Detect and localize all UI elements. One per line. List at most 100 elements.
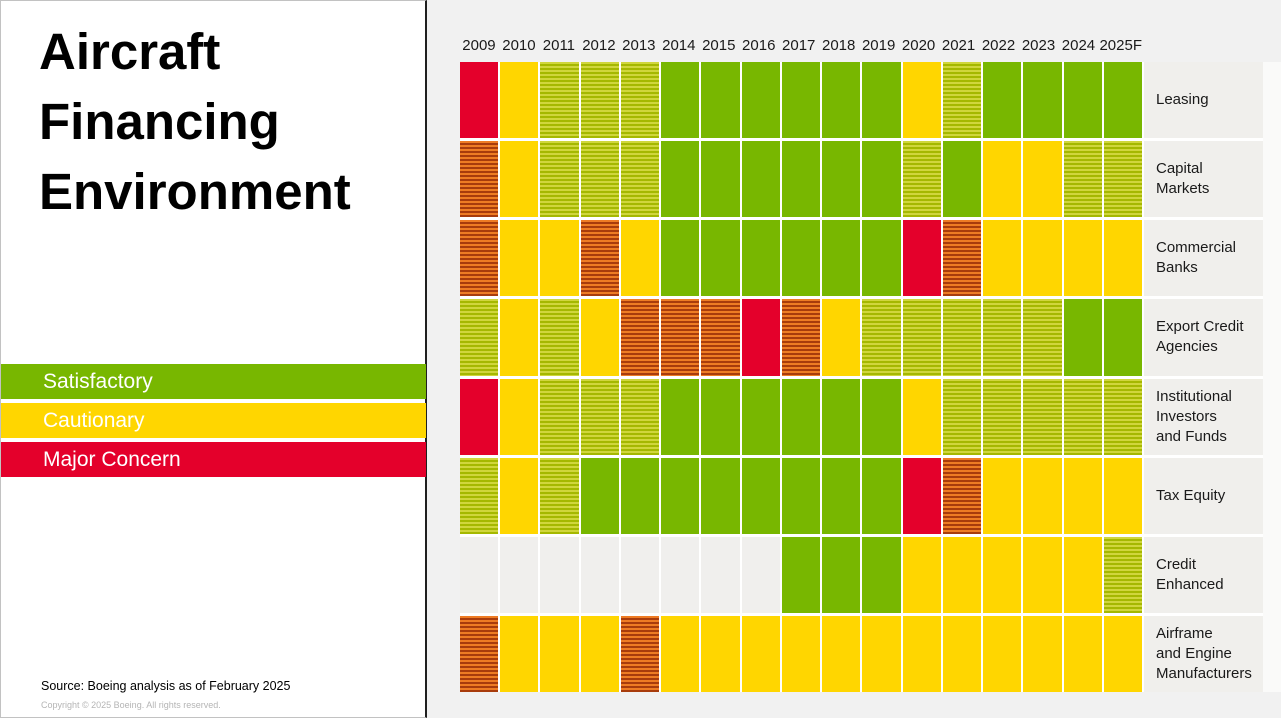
cell-capital-markets-2019	[862, 141, 901, 218]
cell-credit-enhanced-2018	[822, 536, 861, 613]
cell-institutional-investors-and-funds-2024	[1063, 378, 1102, 455]
cell-tax-equity-2012	[580, 457, 619, 534]
cell-export-credit-agencies-2025f	[1103, 299, 1142, 376]
year-label-2014: 2014	[662, 37, 696, 54]
cell-commercial-banks-2011	[540, 220, 579, 297]
cell-credit-enhanced-2019	[862, 536, 901, 613]
cell-tax-equity-2023	[1023, 457, 1062, 534]
cell-leasing-2022	[983, 62, 1022, 139]
cell-leasing-2011	[540, 62, 579, 139]
cell-credit-enhanced-2010	[500, 536, 539, 613]
cell-commercial-banks-2015	[701, 220, 740, 297]
row-label-airframe-and-engine-manufacturers: Airframe and Engine Manufacturers	[1144, 615, 1263, 692]
cell-capital-markets-2017	[781, 141, 821, 218]
legend-item-major-concern: Major Concern	[1, 442, 426, 477]
cell-credit-enhanced-2021	[942, 536, 982, 613]
cell-leasing-2014	[661, 62, 700, 139]
row-label-export-credit-agencies: Export Credit Agencies	[1144, 299, 1263, 376]
cell-leasing-2024	[1063, 62, 1102, 139]
copyright-text: Copyright © 2025 Boeing. All rights rese…	[41, 700, 221, 710]
cell-export-credit-agencies-2012	[580, 299, 619, 376]
page-title: Aircraft Financing Environment	[39, 23, 351, 220]
cell-leasing-2015	[701, 62, 740, 139]
row-label-leasing: Leasing	[1144, 62, 1263, 139]
cell-tax-equity-2021	[942, 457, 982, 534]
cell-institutional-investors-and-funds-2019	[862, 378, 901, 455]
cell-credit-enhanced-2013	[620, 536, 660, 613]
year-label-2024: 2024	[1061, 37, 1096, 54]
year-label-2011: 2011	[542, 37, 576, 54]
year-label-2023: 2023	[1021, 37, 1056, 54]
cell-airframe-and-engine-manufacturers-2011	[540, 615, 579, 692]
cell-leasing-2012	[580, 62, 619, 139]
cell-airframe-and-engine-manufacturers-2013	[620, 615, 660, 692]
cell-leasing-2023	[1023, 62, 1062, 139]
cell-export-credit-agencies-2010	[500, 299, 539, 376]
cell-commercial-banks-2020	[902, 220, 941, 297]
cell-credit-enhanced-2025f	[1103, 536, 1142, 613]
cell-institutional-investors-and-funds-2022	[983, 378, 1022, 455]
cell-export-credit-agencies-2017	[781, 299, 821, 376]
cell-airframe-and-engine-manufacturers-2010	[500, 615, 539, 692]
cell-institutional-investors-and-funds-2023	[1023, 378, 1062, 455]
cell-export-credit-agencies-2020	[902, 299, 941, 376]
row-label-commercial-banks: Commercial Banks	[1144, 220, 1263, 297]
cell-tax-equity-2015	[701, 457, 740, 534]
row-label-tax-equity: Tax Equity	[1144, 457, 1263, 534]
cell-tax-equity-2017	[781, 457, 821, 534]
cell-leasing-2025f	[1103, 62, 1142, 139]
cell-institutional-investors-and-funds-2020	[902, 378, 941, 455]
year-label-2013: 2013	[622, 37, 656, 54]
cell-commercial-banks-2018	[822, 220, 861, 297]
cell-credit-enhanced-2020	[902, 536, 941, 613]
cell-institutional-investors-and-funds-2018	[822, 378, 861, 455]
cell-airframe-and-engine-manufacturers-2019	[862, 615, 901, 692]
cell-credit-enhanced-2011	[540, 536, 579, 613]
cell-capital-markets-2012	[580, 141, 619, 218]
cell-commercial-banks-2010	[500, 220, 539, 297]
cell-airframe-and-engine-manufacturers-2009	[460, 615, 499, 692]
left-panel: Aircraft Financing Environment Satisfact…	[0, 0, 427, 718]
cell-tax-equity-2018	[822, 457, 861, 534]
cell-credit-enhanced-2015	[701, 536, 740, 613]
year-label-2018: 2018	[821, 37, 856, 54]
cell-commercial-banks-2009	[460, 220, 499, 297]
cell-export-credit-agencies-2013	[620, 299, 660, 376]
cell-commercial-banks-2016	[741, 220, 780, 297]
cell-export-credit-agencies-2009	[460, 299, 499, 376]
cell-leasing-2009	[460, 62, 499, 139]
legend-label-satisfactory: Satisfactory	[43, 369, 153, 393]
cell-export-credit-agencies-2018	[822, 299, 861, 376]
cell-airframe-and-engine-manufacturers-2012	[580, 615, 619, 692]
year-label-2010: 2010	[502, 37, 536, 54]
cell-export-credit-agencies-2023	[1023, 299, 1062, 376]
cell-airframe-and-engine-manufacturers-2015	[701, 615, 740, 692]
legend: Satisfactory Cautionary Major Concern	[1, 364, 426, 481]
cell-airframe-and-engine-manufacturers-2022	[983, 615, 1022, 692]
cell-tax-equity-2019	[862, 457, 901, 534]
cell-commercial-banks-2023	[1023, 220, 1062, 297]
year-label-2015: 2015	[702, 37, 736, 54]
cell-leasing-2010	[500, 62, 539, 139]
cell-tax-equity-2010	[500, 457, 539, 534]
legend-label-major-concern: Major Concern	[43, 447, 181, 471]
cell-tax-equity-2011	[540, 457, 579, 534]
cell-institutional-investors-and-funds-2021	[942, 378, 982, 455]
cell-tax-equity-2009	[460, 457, 499, 534]
cell-capital-markets-2022	[983, 141, 1022, 218]
cell-tax-equity-2022	[983, 457, 1022, 534]
cell-commercial-banks-2025f	[1103, 220, 1142, 297]
cell-credit-enhanced-2012	[580, 536, 619, 613]
cell-export-credit-agencies-2015	[701, 299, 740, 376]
year-label-2012: 2012	[582, 37, 616, 54]
year-label-2025f: 2025F	[1099, 37, 1142, 54]
row-label-capital-markets: Capital Markets	[1144, 141, 1263, 218]
cell-capital-markets-2015	[701, 141, 740, 218]
cell-tax-equity-2020	[902, 457, 941, 534]
cell-leasing-2020	[902, 62, 941, 139]
cell-capital-markets-2009	[460, 141, 499, 218]
cell-institutional-investors-and-funds-2012	[580, 378, 619, 455]
cell-capital-markets-2023	[1023, 141, 1062, 218]
cell-commercial-banks-2022	[983, 220, 1022, 297]
legend-item-cautionary: Cautionary	[1, 403, 426, 438]
